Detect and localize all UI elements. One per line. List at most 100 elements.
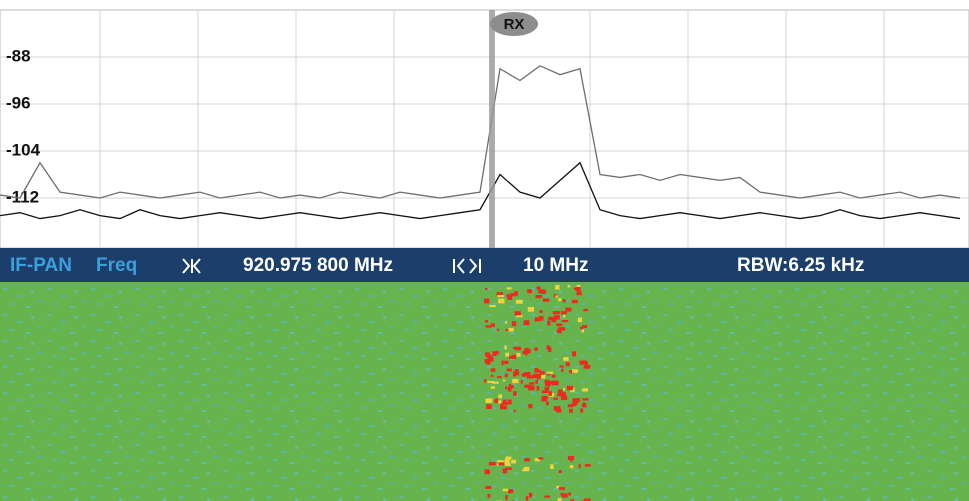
waterfall-cell [497, 460, 504, 462]
waterfall-cell [488, 398, 492, 401]
waterfall-cell [561, 392, 566, 396]
waterfall-cell [517, 353, 521, 356]
waterfall-cell [507, 369, 512, 372]
waterfall-cell [505, 321, 507, 324]
waterfall-cell [574, 398, 580, 402]
rbw[interactable]: RBW:6.25 kHz [737, 255, 864, 276]
waterfall-cell [529, 382, 534, 384]
waterfall-cell [542, 391, 548, 394]
waterfall-cell [513, 373, 517, 376]
waterfall-cell [555, 285, 559, 290]
waterfall-cell [512, 355, 516, 359]
waterfall-cell [556, 324, 562, 327]
waterfall-cell [535, 347, 538, 351]
waterfall-cell [554, 406, 560, 410]
waterfall-cell [563, 315, 565, 318]
waterfall-cell [553, 398, 558, 400]
waterfall-cell [497, 376, 502, 378]
waterfall-cell [524, 467, 529, 471]
waterfall-cell [570, 465, 574, 468]
waterfall-cell [547, 372, 553, 374]
waterfall-cell [525, 372, 531, 376]
waterfall-cell [563, 388, 565, 390]
waterfall-cell [582, 404, 587, 408]
waterfall-cell [548, 347, 551, 352]
waterfall-cell [544, 496, 550, 498]
waterfall-cell [580, 408, 583, 412]
waterfall-cell [553, 311, 560, 314]
waterfall-cell [559, 470, 562, 473]
waterfall-cell [541, 398, 547, 402]
waterfall-cell [505, 467, 511, 470]
waterfall-cell [497, 295, 503, 297]
waterfall-cell [485, 470, 491, 475]
waterfall-cell [491, 386, 495, 388]
waterfall-cell [563, 357, 568, 361]
waterfall-cell [504, 361, 508, 364]
freq-label[interactable]: Freq [96, 255, 137, 276]
waterfall-cell [543, 299, 550, 302]
y-tick-label: -88 [6, 46, 31, 65]
waterfall-cell [508, 489, 513, 493]
waterfall-cell [528, 404, 532, 408]
waterfall-cell [503, 489, 509, 491]
waterfall-cell [572, 351, 576, 356]
waterfall-cell [558, 298, 561, 301]
waterfall-cell [485, 288, 487, 290]
waterfall-cell [488, 494, 491, 498]
waterfall-cell [582, 329, 584, 332]
waterfall-cell [508, 328, 514, 331]
waterfall-cell [569, 409, 573, 413]
center-frequency[interactable]: 920.975 800 MHz [243, 255, 393, 276]
waterfall-cell [561, 311, 567, 314]
waterfall-cell [495, 398, 498, 403]
waterfall-cell [506, 329, 509, 331]
waterfall-cell [505, 459, 510, 464]
waterfall-cell [502, 402, 508, 405]
waterfall-cell [484, 299, 489, 304]
waterfall-cell [578, 318, 582, 323]
waterfall-cell [535, 380, 538, 384]
waterfall-cell [570, 457, 573, 461]
waterfall-cell [546, 402, 549, 405]
waterfall-cell [562, 320, 568, 322]
waterfall-cell [566, 362, 570, 366]
waterfall-cell [503, 379, 506, 381]
waterfall [0, 282, 969, 501]
waterfall-cell [514, 410, 516, 412]
waterfall-cell [568, 404, 574, 407]
waterfall-cell [505, 464, 511, 466]
waterfall-cell [513, 347, 519, 349]
waterfall-cell [498, 400, 501, 403]
waterfall-cell [521, 380, 523, 384]
waterfall-cell [491, 368, 495, 372]
waterfall-cell [536, 295, 543, 298]
waterfall-cell [493, 351, 497, 356]
waterfall-cell [505, 373, 508, 377]
waterfall-cell [552, 381, 559, 386]
waterfall-cell [498, 299, 504, 304]
waterfall-cell [565, 308, 571, 312]
waterfall-cell [486, 325, 492, 327]
y-tick-label: -104 [6, 140, 41, 159]
waterfall-cell [541, 290, 546, 294]
waterfall-cell [582, 398, 588, 400]
waterfall-cell [500, 406, 507, 410]
waterfall-cell [486, 486, 491, 489]
waterfall-cell [485, 320, 488, 322]
waterfall-cell [541, 375, 545, 379]
waterfall-cell [492, 382, 499, 384]
waterfall-cell [512, 379, 518, 383]
waterfall-cell [568, 285, 571, 287]
waterfall-cell [562, 494, 568, 498]
waterfall-cell [515, 369, 519, 372]
waterfall-cell [513, 391, 517, 396]
waterfall-cell [561, 396, 567, 400]
waterfall-cell [502, 361, 504, 366]
waterfall-cell [538, 457, 543, 459]
span[interactable]: 10 MHz [523, 255, 588, 276]
waterfall-cell [508, 296, 512, 300]
waterfall-cell [583, 309, 588, 311]
waterfall-cell [491, 323, 495, 327]
waterfall-cell [497, 351, 499, 355]
